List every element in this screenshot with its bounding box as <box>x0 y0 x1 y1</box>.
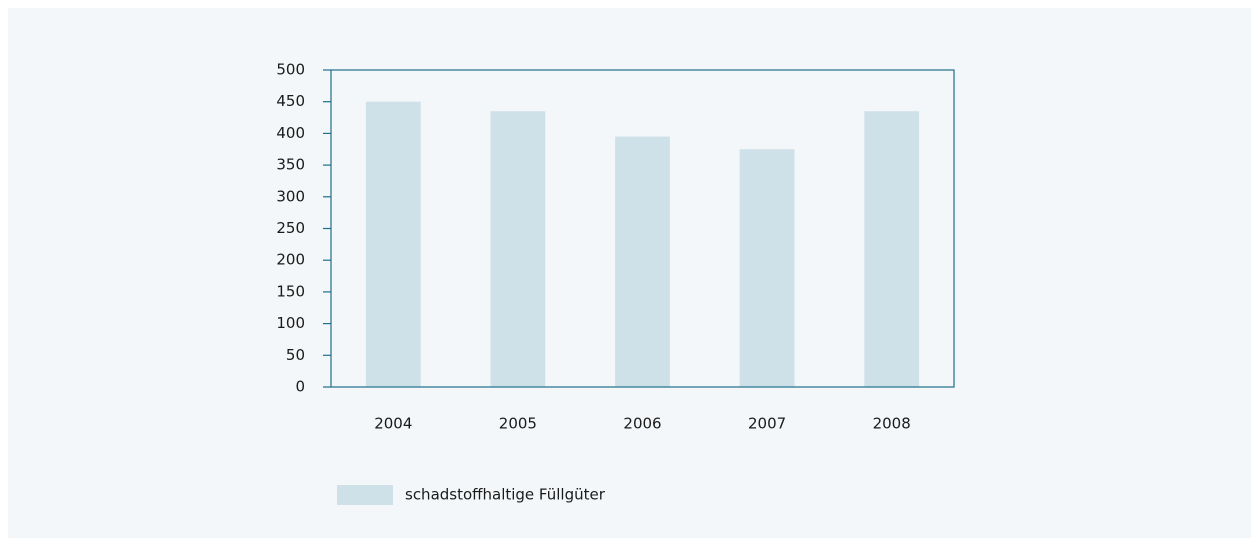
bar <box>365 101 421 387</box>
y-tick-label: 150 <box>276 282 305 300</box>
bar <box>864 111 920 388</box>
y-tick-label: 500 <box>276 61 305 79</box>
y-tick-label: 0 <box>295 378 305 396</box>
y-tick-label: 450 <box>276 92 305 110</box>
bar <box>615 136 670 387</box>
legend-swatch <box>337 485 393 505</box>
y-tick-label: 250 <box>276 219 305 237</box>
y-tick-label: 100 <box>276 314 305 332</box>
y-tick-label: 50 <box>286 346 305 364</box>
y-tick-label: 300 <box>276 187 305 205</box>
x-tick-label: 2007 <box>748 415 786 433</box>
legend-label: schadstoffhaltige Füllgüter <box>405 486 606 504</box>
x-tick-label: 2006 <box>623 415 661 433</box>
y-tick-label: 200 <box>276 251 305 269</box>
y-tick-label: 400 <box>276 124 305 142</box>
x-tick-label: 2004 <box>374 415 412 433</box>
y-tick-label: 350 <box>276 156 305 174</box>
bar <box>490 111 546 388</box>
x-tick-label: 2008 <box>873 415 911 433</box>
x-tick-label: 2005 <box>499 415 537 433</box>
bar <box>739 149 795 387</box>
